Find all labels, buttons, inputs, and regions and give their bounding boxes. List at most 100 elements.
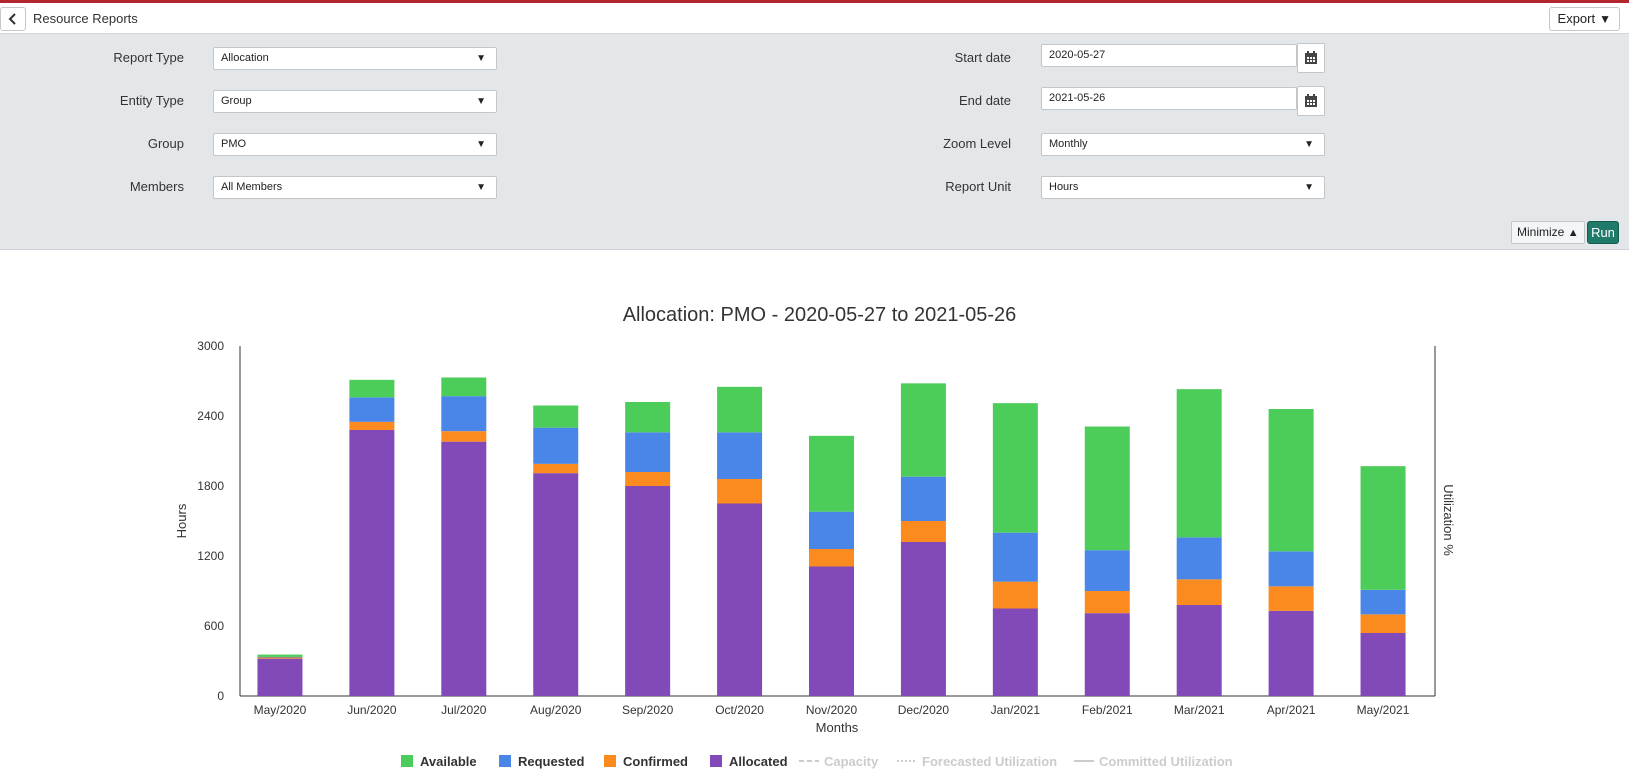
y-axis-title: Hours	[174, 503, 189, 538]
bar-confirmed	[441, 431, 487, 442]
bar-allocated	[625, 486, 671, 696]
group-select[interactable]: PMO ▼	[213, 133, 497, 156]
back-button[interactable]	[0, 7, 26, 31]
bar-available	[809, 435, 854, 512]
bar-allocated	[441, 441, 487, 696]
legend-swatch-requested	[499, 755, 511, 767]
entity-type-value: Group	[221, 95, 252, 107]
chevron-left-icon	[8, 13, 16, 25]
caret-up-icon: ▲	[1567, 227, 1579, 239]
bar-available	[625, 402, 671, 433]
bar-confirmed	[257, 657, 303, 659]
caret-down-icon: ▼	[476, 182, 486, 193]
bar-available	[257, 654, 303, 657]
caret-down-icon: ▼	[476, 53, 486, 64]
minimize-button[interactable]: Minimize ▲	[1511, 221, 1585, 244]
members-label: Members	[129, 179, 184, 194]
bar-requested	[1268, 551, 1314, 587]
bar-available	[1084, 426, 1130, 551]
y2-axis-title: Utilization %	[1441, 484, 1456, 556]
minimize-label: Minimize	[1517, 225, 1565, 239]
bar-confirmed	[809, 549, 854, 567]
report-type-label: Report Type	[113, 50, 184, 65]
page-title: Resource Reports	[33, 11, 138, 26]
x-tick-label: Jul/2020	[441, 703, 487, 717]
bar-allocated	[1360, 633, 1406, 696]
bar-confirmed	[900, 521, 946, 542]
bar-requested	[992, 532, 1038, 582]
members-value: All Members	[221, 181, 283, 193]
bar-requested	[533, 427, 579, 464]
zoom-level-label: Zoom Level	[943, 136, 1011, 151]
legend-label-forecasted-utilization: Forecasted Utilization	[922, 754, 1057, 769]
export-button[interactable]: Export ▼	[1548, 7, 1620, 31]
bar-available	[717, 386, 763, 433]
top-accent-line	[0, 0, 1629, 3]
chart-title: Allocation: PMO - 2020-05-27 to 2021-05-…	[623, 304, 1017, 326]
y-tick-label: 1200	[197, 549, 224, 563]
x-tick-label: Mar/2021	[1174, 703, 1225, 717]
calendar-icon	[1305, 94, 1317, 107]
legend-label-committed-utilization: Committed Utilization	[1099, 754, 1233, 769]
x-tick-label: Dec/2020	[898, 703, 950, 717]
bar-allocated	[900, 542, 946, 696]
x-axis-title: Months	[816, 720, 859, 735]
report-unit-value: Hours	[1049, 181, 1079, 193]
bar-available	[900, 383, 946, 477]
bar-allocated	[1268, 610, 1314, 696]
report-unit-select[interactable]: Hours ▼	[1041, 176, 1325, 199]
group-value: PMO	[221, 138, 247, 150]
start-date-label: Start date	[954, 50, 1011, 65]
bar-confirmed	[1084, 591, 1130, 614]
run-button[interactable]: Run	[1587, 221, 1619, 244]
export-label: Export	[1557, 11, 1596, 26]
x-tick-label: May/2020	[254, 703, 307, 717]
bar-available	[349, 379, 395, 398]
bar-allocated	[349, 430, 395, 696]
bar-confirmed	[992, 581, 1038, 609]
y-tick-label: 0	[217, 689, 224, 703]
x-tick-label: Apr/2021	[1267, 703, 1316, 717]
bar-allocated	[717, 503, 763, 696]
bar-requested	[900, 476, 946, 521]
bar-available	[533, 405, 579, 428]
bar-confirmed	[349, 421, 395, 430]
bar-requested	[1084, 550, 1130, 591]
x-tick-label: Jan/2021	[991, 703, 1041, 717]
x-tick-label: Nov/2020	[806, 703, 858, 717]
legend-label-available: Available	[420, 754, 477, 769]
bar-allocated	[1176, 605, 1222, 696]
zoom-level-value: Monthly	[1049, 138, 1088, 150]
allocation-chart: Allocation: PMO - 2020-05-27 to 2021-05-…	[174, 304, 1456, 769]
bar-requested	[441, 396, 487, 432]
end-date-label: End date	[958, 93, 1011, 108]
bar-allocated	[992, 608, 1038, 696]
report-form: Report Type Allocation ▼ Entity Type Gro…	[0, 34, 1629, 250]
legend-label-allocated: Allocated	[729, 754, 788, 769]
bar-available	[1360, 466, 1406, 590]
bar-confirmed	[1268, 586, 1314, 611]
zoom-level-select[interactable]: Monthly ▼	[1041, 133, 1325, 156]
bar-requested	[625, 432, 671, 472]
entity-type-select[interactable]: Group ▼	[213, 90, 497, 113]
x-tick-label: Oct/2020	[715, 703, 764, 717]
y-tick-label: 600	[204, 619, 224, 633]
bar-requested	[717, 432, 763, 479]
bar-available	[1176, 389, 1222, 538]
bar-confirmed	[1360, 614, 1406, 633]
group-label: Group	[147, 136, 184, 151]
start-date-calendar-button[interactable]	[1297, 43, 1325, 73]
x-tick-label: Jun/2020	[347, 703, 397, 717]
start-date-input[interactable]: 2020-05-27	[1041, 44, 1297, 67]
x-tick-label: May/2021	[1357, 703, 1410, 717]
legend-label-requested: Requested	[518, 754, 585, 769]
end-date-input[interactable]: 2021-05-26	[1041, 87, 1297, 110]
report-type-select[interactable]: Allocation ▼	[213, 47, 497, 70]
bar-requested	[1360, 589, 1406, 615]
legend-swatch-available	[401, 755, 413, 767]
members-select[interactable]: All Members ▼	[213, 176, 497, 199]
x-tick-label: Sep/2020	[622, 703, 674, 717]
bar-allocated	[533, 473, 579, 696]
bar-allocated	[257, 658, 303, 696]
end-date-calendar-button[interactable]	[1297, 86, 1325, 116]
